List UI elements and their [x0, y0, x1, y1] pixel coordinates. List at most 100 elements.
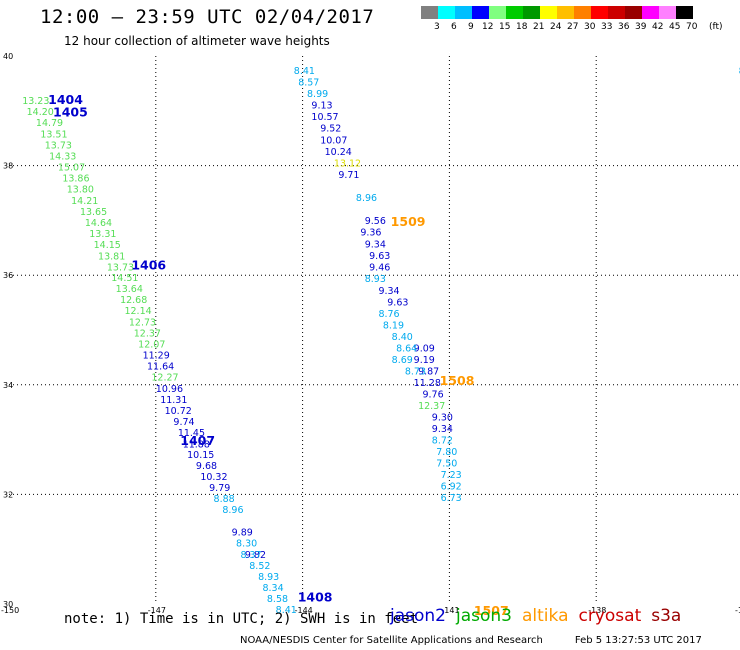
wave-height-value: 12.68 [120, 295, 147, 306]
wave-height-value: 10.57 [311, 112, 338, 123]
wave-height-value: 7.50 [436, 458, 457, 469]
wave-height-value: 9.71 [338, 170, 359, 181]
y-tick-label: 40 [3, 52, 13, 61]
y-tick-label: 30 [3, 600, 13, 609]
footer-credit: NOAA/NESDIS Center for Satellite Applica… [240, 635, 543, 646]
wave-height-value: 12.27 [151, 372, 178, 383]
x-tick-label: -150 [1, 606, 19, 615]
wave-height-value: 8.52 [249, 561, 270, 572]
wave-height-value: 10.96 [156, 384, 183, 395]
wave-height-value: 8.93 [365, 274, 386, 285]
wave-height-value: 14.51 [111, 273, 138, 284]
color-swatch [591, 6, 608, 19]
color-scale-label: 39 [635, 22, 647, 32]
wave-height-value: 9.30 [432, 412, 453, 423]
wave-height-value: 14.20 [27, 107, 54, 118]
wave-height-value: 9.34 [432, 424, 453, 435]
map-title: 12:00 — 23:59 UTC 02/04/2017 [40, 6, 375, 28]
x-tick-label: -138 [588, 606, 606, 615]
color-swatch [642, 6, 659, 19]
wave-height-value: 8.57 [298, 78, 319, 89]
y-tick-label: 36 [3, 271, 13, 280]
color-scale-label: 21 [533, 22, 545, 32]
wave-height-value: 9.52 [320, 124, 341, 135]
wave-height-value: 9.34 [365, 239, 386, 250]
wave-height-value: 10.07 [320, 136, 347, 147]
color-scale-label: 27 [567, 22, 579, 32]
color-scale-label: 18 [516, 22, 528, 32]
color-swatch [455, 6, 472, 19]
wave-height-value: 11.64 [147, 361, 174, 372]
satellite-legend-entry: cryosat [578, 606, 642, 626]
y-tick-label: 38 [3, 162, 13, 171]
wave-height-value: 14.21 [71, 196, 98, 207]
color-swatch [421, 6, 438, 19]
wave-height-value: 12.07 [138, 340, 165, 351]
wave-height-value: 10.72 [165, 406, 192, 417]
map-subtitle: 12 hour collection of altimeter wave hei… [64, 34, 330, 48]
pass-number-label: 1407 [180, 433, 215, 448]
wave-height-value: 12.73 [129, 318, 156, 329]
wave-height-value: 8.93 [258, 572, 279, 583]
pass-number-label: 1404 [48, 92, 83, 107]
satellite-legend: jason2 jason3 altika cryosat s3a [390, 606, 691, 626]
pass-number-label: 1509 [391, 214, 426, 229]
units-note: note: 1) Time is in UTC; 2) SWH is in fe… [64, 611, 419, 627]
wave-height-value: 9.19 [414, 355, 435, 366]
wave-height-value: 11.29 [143, 350, 170, 361]
wave-height-value: 9.56 [365, 216, 386, 227]
pass-number-label: 1507 [474, 603, 509, 618]
wave-height-value: 15.07 [58, 163, 85, 174]
wave-height-value: 11.88 [183, 439, 210, 450]
wave-height-value: 13.73 [45, 141, 72, 152]
color-swatch [523, 6, 540, 19]
wave-height-value: 7.23 [441, 470, 462, 481]
wave-height-value: 9.63 [387, 297, 408, 308]
wave-height-value: 13.80 [67, 184, 94, 195]
color-swatch [659, 6, 676, 19]
wave-height-value: 11.45 [178, 428, 205, 439]
color-scale-label: 42 [652, 22, 664, 32]
color-scale-labels: 3 6 9 12 15 18 21 24 27 30 33 36 39 42 45 70 (ft) [421, 22, 740, 34]
wave-height-value: 13.12 [334, 159, 361, 170]
wave-height-value: 9.68 [196, 461, 217, 472]
color-scale-unit: (ft) [709, 22, 723, 32]
wave-height-value: 13.64 [116, 284, 143, 295]
wave-height-value: 8.41 [276, 605, 297, 616]
wave-height-value: 14.33 [49, 152, 76, 163]
wave-height-value: 8.72 [432, 435, 453, 446]
wave-height-value: 12.14 [124, 306, 151, 317]
wave-height-value: 14.15 [94, 240, 121, 251]
wave-height-value: 13.81 [98, 251, 125, 262]
pass-number-label: 1405 [53, 104, 88, 119]
satellite-legend-entry: s3a [651, 606, 682, 626]
wave-height-value: 9.87 [418, 366, 439, 377]
color-swatch [540, 6, 557, 19]
color-swatch [472, 6, 489, 19]
wave-height-value: 12.37 [134, 329, 161, 340]
color-scale-label: 15 [499, 22, 511, 32]
wave-height-value: 8.99 [307, 89, 328, 100]
color-scale-bar [421, 6, 693, 19]
wave-height-value: 8.69 [392, 355, 413, 366]
color-swatch [489, 6, 506, 19]
footer: NOAA/NESDIS Center for Satellite Applica… [240, 635, 702, 646]
satellite-legend-entry: altika [522, 606, 569, 626]
wave-height-value: 13.65 [80, 207, 107, 218]
wave-height-value: 9.76 [422, 389, 443, 400]
wave-height-value: 9.74 [173, 417, 194, 428]
wave-height-value: 13.31 [89, 229, 116, 240]
wave-height-value: 14.64 [85, 218, 112, 229]
wave-height-value: 13.51 [40, 130, 67, 141]
wave-height-value: 8.30 [236, 538, 257, 549]
wave-height-value: 8.41 [294, 66, 315, 77]
color-scale-label: 70 [686, 22, 698, 32]
pass-number-label: 1508 [440, 373, 475, 388]
x-tick-label: -147 [148, 606, 166, 615]
footer-timestamp: Feb 5 13:27:53 UTC 2017 [574, 635, 702, 646]
y-tick-label: 34 [3, 381, 13, 390]
wave-height-value: 8.64 [396, 343, 417, 354]
wave-height-value: 9.63 [369, 251, 390, 262]
satellite-legend-entry: jason2 [390, 606, 446, 626]
